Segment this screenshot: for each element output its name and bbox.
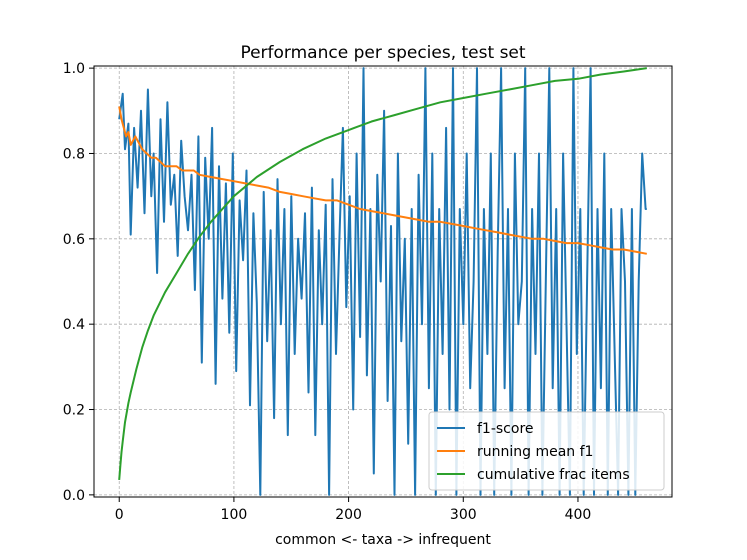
x-tick-label: 300 (450, 507, 477, 523)
y-tick-label: 0.6 (63, 232, 85, 248)
running-mean-f1-line (118, 106, 647, 255)
y-tick-label: 0.0 (63, 488, 85, 504)
y-tick-label: 1.0 (63, 61, 85, 77)
plot-frame (93, 65, 673, 498)
legend-box (428, 411, 665, 491)
ticks: 0 100 200 300 400 0.0 0.2 0.4 0.6 0.8 1.0 (63, 61, 592, 523)
legend[interactable]: f1-score running mean f1 cumulative frac i… (428, 411, 665, 491)
x-axis-label: common <- taxa -> infrequent (275, 532, 491, 548)
x-tick-label: 100 (221, 507, 248, 523)
x-tick-label: 400 (565, 507, 592, 523)
x-tick-label: 0 (115, 507, 124, 523)
legend-label: f1-score (477, 421, 534, 437)
chart-title: Performance per species, test set (240, 43, 525, 63)
legend-label: running mean f1 (477, 444, 593, 460)
x-tick-label: 200 (335, 507, 362, 523)
y-tick-label: 0.4 (63, 317, 85, 333)
y-tick-label: 0.2 (63, 403, 85, 419)
cumulative-frac-items-line (118, 67, 647, 480)
y-tick-label: 0.8 (63, 146, 85, 162)
legend-label: cumulative frac items (477, 467, 630, 483)
